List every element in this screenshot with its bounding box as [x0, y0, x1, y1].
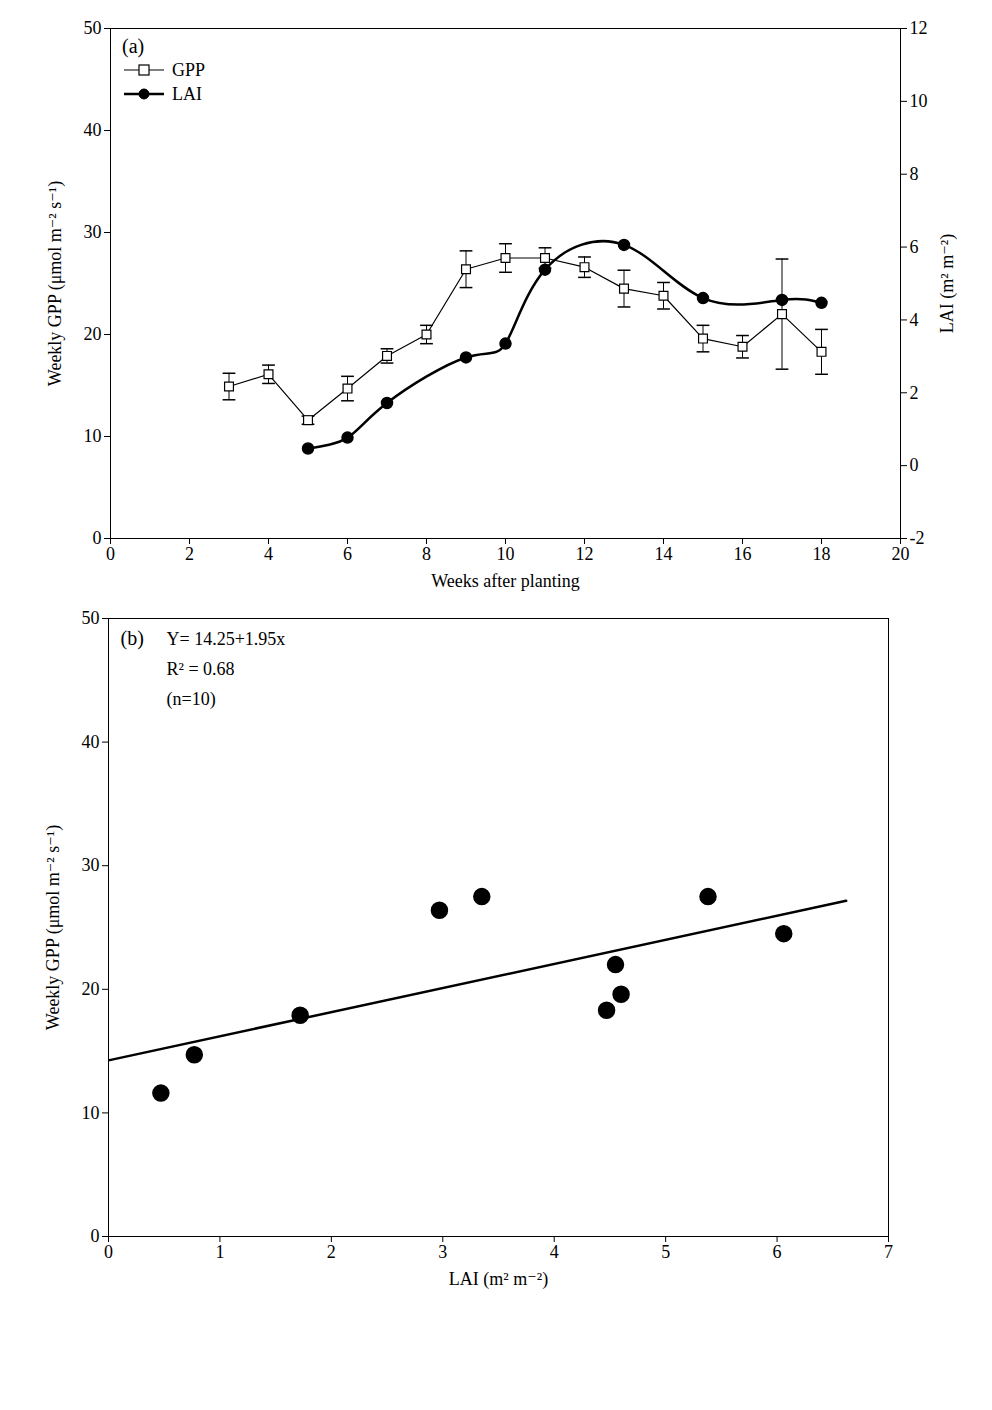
- svg-text:(b): (b): [121, 627, 144, 650]
- svg-text:LAI (m² m⁻²): LAI (m² m⁻²): [449, 1269, 548, 1290]
- svg-text:20: 20: [84, 324, 102, 344]
- html-text:GPP: GPP: [172, 60, 205, 80]
- svg-text:0: 0: [91, 1226, 100, 1246]
- svg-text:0: 0: [106, 544, 115, 564]
- svg-text:(n=10): (n=10): [167, 689, 216, 710]
- svg-text:7: 7: [884, 1242, 893, 1262]
- html-text:(a): (a): [122, 35, 145, 57]
- svg-text:30: 30: [84, 222, 102, 242]
- svg-text:16: 16: [734, 544, 752, 564]
- svg-text:2: 2: [185, 544, 194, 564]
- svg-text:6: 6: [910, 237, 919, 257]
- svg-text:10: 10: [82, 1103, 100, 1123]
- svg-text:40: 40: [84, 120, 102, 140]
- svg-text:0: 0: [910, 455, 919, 475]
- svg-text:20: 20: [892, 544, 910, 564]
- svg-text:12: 12: [576, 544, 594, 564]
- svg-text:14: 14: [655, 544, 673, 564]
- svg-text:12: 12: [910, 18, 928, 38]
- svg-text:10: 10: [84, 426, 102, 446]
- svg-text:Y= 14.25+1.95x: Y= 14.25+1.95x: [167, 629, 286, 649]
- svg-text:10: 10: [497, 544, 515, 564]
- svg-text:4: 4: [550, 1242, 559, 1262]
- svg-text:LAI (m² m⁻²): LAI (m² m⁻²): [937, 234, 958, 333]
- svg-text:50: 50: [82, 608, 100, 628]
- svg-text:5: 5: [661, 1242, 670, 1262]
- svg-text:2: 2: [910, 383, 919, 403]
- svg-text:4: 4: [264, 544, 273, 564]
- svg-text:0: 0: [104, 1242, 113, 1262]
- svg-text:10: 10: [910, 91, 928, 111]
- html-text:LAI: LAI: [172, 84, 202, 104]
- svg-text:30: 30: [82, 855, 100, 875]
- svg-text:Weekly GPP (μmol m⁻² s⁻¹): Weekly GPP (μmol m⁻² s⁻¹): [43, 825, 64, 1030]
- svg-text:20: 20: [82, 979, 100, 999]
- svg-text:6: 6: [773, 1242, 782, 1262]
- svg-text:3: 3: [438, 1242, 447, 1262]
- svg-text:8: 8: [910, 164, 919, 184]
- svg-text:40: 40: [82, 732, 100, 752]
- svg-text:50: 50: [84, 18, 102, 38]
- svg-text:Weeks after planting: Weeks after planting: [431, 571, 580, 591]
- svg-text:0: 0: [93, 528, 102, 548]
- svg-text:Weekly GPP (μmol m⁻² s⁻¹): Weekly GPP (μmol m⁻² s⁻¹): [45, 181, 66, 386]
- svg-text:6: 6: [343, 544, 352, 564]
- svg-text:18: 18: [813, 544, 831, 564]
- svg-text:8: 8: [422, 544, 431, 564]
- svg-text:4: 4: [910, 310, 919, 330]
- svg-text:1: 1: [215, 1242, 224, 1262]
- svg-text:2: 2: [327, 1242, 336, 1262]
- svg-text:-2: -2: [910, 528, 925, 548]
- svg-text:R² = 0.68: R² = 0.68: [167, 659, 235, 679]
